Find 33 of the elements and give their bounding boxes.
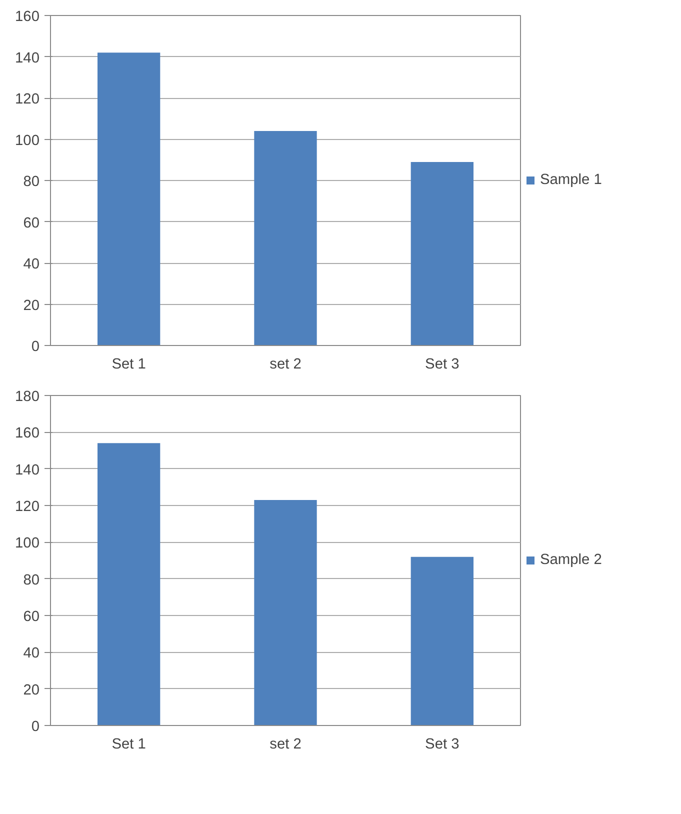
y-tick-label: 180 (15, 389, 40, 405)
legend-label: Sample 2 (540, 552, 602, 568)
y-tick-label: 120 (15, 92, 40, 108)
y-tick-label: 0 (31, 719, 40, 735)
x-tick-label: set 2 (270, 356, 302, 372)
y-tick-label: 100 (15, 132, 40, 149)
x-tick-label: Set 3 (425, 356, 460, 372)
bar (98, 443, 160, 726)
x-tick-label: Set 1 (112, 356, 146, 372)
bar (410, 556, 474, 726)
y-tick-label: 40 (23, 256, 40, 272)
y-tick-label: 0 (31, 339, 40, 355)
y-tick-label: 100 (15, 536, 40, 552)
y-tick-label: 160 (15, 426, 40, 442)
y-tick-label: 80 (23, 572, 40, 588)
y-tick-label: 60 (23, 609, 40, 625)
y-tick-label: 160 (15, 9, 40, 25)
bar (98, 52, 160, 346)
bar (254, 131, 317, 346)
y-tick-label: 20 (23, 682, 40, 698)
y-tick-label: 80 (23, 174, 40, 190)
y-tick-label: 40 (23, 646, 40, 662)
y-tick-label: 20 (23, 298, 40, 314)
x-tick-label: set 2 (270, 736, 302, 752)
y-tick-label: 140 (15, 462, 40, 478)
y-tick-label: 120 (15, 499, 40, 515)
x-tick-label: Set 1 (112, 736, 146, 752)
x-tick-label: Set 3 (425, 736, 460, 752)
y-tick-label: 140 (15, 50, 40, 66)
bar (254, 500, 317, 726)
y-tick-label: 60 (23, 215, 40, 232)
bar (410, 162, 474, 346)
legend-label: Sample 1 (540, 172, 602, 188)
